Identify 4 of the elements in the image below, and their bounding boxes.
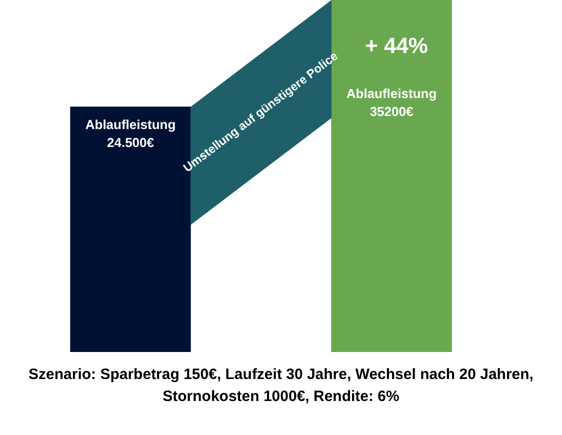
data-label: Ablaufleistung 24.500€ — [85, 117, 176, 150]
annotation: + 44% — [365, 33, 428, 58]
data-label: Ablaufleistung 35200€ — [346, 86, 437, 120]
text: Szenario: Sparbetrag 150€, Laufzeit 30 Jahre, Wechsel nach 20 Jahren, Stornokosten 1000€, Rendite: 6% — [28, 365, 534, 407]
